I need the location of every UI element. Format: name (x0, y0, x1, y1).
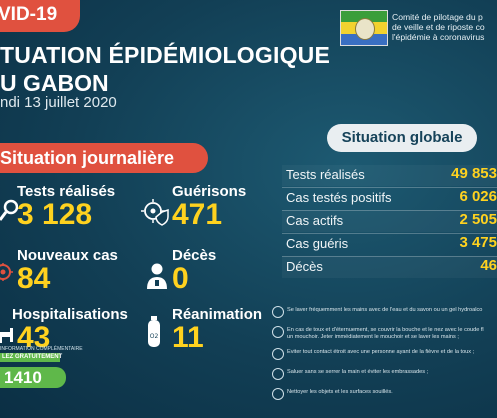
global-situation-table: Tests réalisés 49 853 Cas testés positif… (282, 165, 497, 279)
committee-label: Comité de pilotage du p de veille et de … (392, 12, 485, 42)
covid-tag: VID-19 (0, 0, 80, 32)
table-row: Tests réalisés 49 853 (282, 165, 497, 186)
hotline-info-label: INFORMATION COMPLÉMENTAIRE (0, 346, 83, 352)
daily-situation-tag: Situation journalière (0, 143, 208, 173)
row-value: 46 (480, 257, 497, 274)
coat-of-arms-icon (355, 18, 375, 40)
clean-surface-icon (272, 388, 284, 400)
stat-label-deaths: Décès (172, 247, 217, 264)
gabon-flag-icon (340, 10, 388, 46)
list-item: Saluer sans se serrer la main et éviter … (272, 368, 497, 386)
row-label: Cas guéris (286, 236, 349, 251)
stat-label-tests: Tests réalisés (17, 183, 116, 200)
global-situation-title: Situation globale (327, 124, 477, 152)
page-title-line2: U GABON (0, 70, 109, 96)
stat-label-recoveries: Guérisons (172, 183, 247, 200)
handwash-icon (272, 306, 284, 318)
list-item: Nettoyer les objets et les surfaces soui… (272, 388, 497, 406)
list-item: Se laver fréquemment les mains avec de l… (272, 306, 497, 324)
row-label: Cas actifs (286, 213, 344, 228)
list-item: Eviter tout contact étroit avec une pers… (272, 348, 497, 366)
row-value: 6 026 (459, 188, 497, 205)
table-row: Cas actifs 2 505 (282, 210, 497, 232)
stat-value-hospitalisations: 43 (17, 321, 51, 354)
svg-text:O2: O2 (150, 333, 159, 340)
row-label: Décès (286, 259, 323, 274)
virus-icon (0, 263, 13, 281)
stat-label-hospitalisations: Hospitalisations (12, 306, 128, 323)
table-row: Décès 46 (282, 256, 497, 278)
page-title: TUATION ÉPIDÉMIOLOGIQUE (0, 42, 331, 68)
stat-value-new-cases: 84 (17, 262, 51, 295)
virus-shield-icon (141, 199, 169, 226)
row-label: Tests réalisés (286, 167, 365, 182)
stat-value-recoveries: 471 (172, 198, 223, 231)
distance-icon (272, 348, 284, 360)
cough-icon (272, 326, 284, 338)
list-item: En cas de toux et d'éternuement, se couv… (272, 326, 497, 346)
hotline-number[interactable]: 1410 (0, 367, 66, 388)
stat-value-tests: 3 128 (17, 198, 93, 231)
person-icon (147, 263, 167, 289)
stat-value-icu: 11 (172, 321, 204, 354)
row-label: Cas testés positifs (286, 190, 392, 205)
table-row: Cas guéris 3 475 (282, 233, 497, 255)
row-value: 3 475 (459, 234, 497, 251)
hotline-free-label: LEZ GRATUITEMENT (0, 353, 63, 362)
table-row: Cas testés positifs 6 026 (282, 187, 497, 209)
oxygen-tank-icon: O2 (148, 316, 160, 347)
bed-icon (0, 328, 13, 343)
magnifier-icon (0, 199, 18, 221)
stat-label-new-cases: Nouveaux cas (17, 247, 118, 264)
no-handshake-icon (272, 368, 284, 380)
row-value: 49 853 (451, 165, 497, 182)
row-value: 2 505 (459, 211, 497, 228)
stat-label-icu: Réanimation (172, 306, 263, 323)
prevention-tips: Se laver fréquemment les mains avec de l… (272, 306, 497, 408)
stat-value-deaths: 0 (172, 262, 189, 295)
report-date: ndi 13 juillet 2020 (0, 94, 117, 111)
